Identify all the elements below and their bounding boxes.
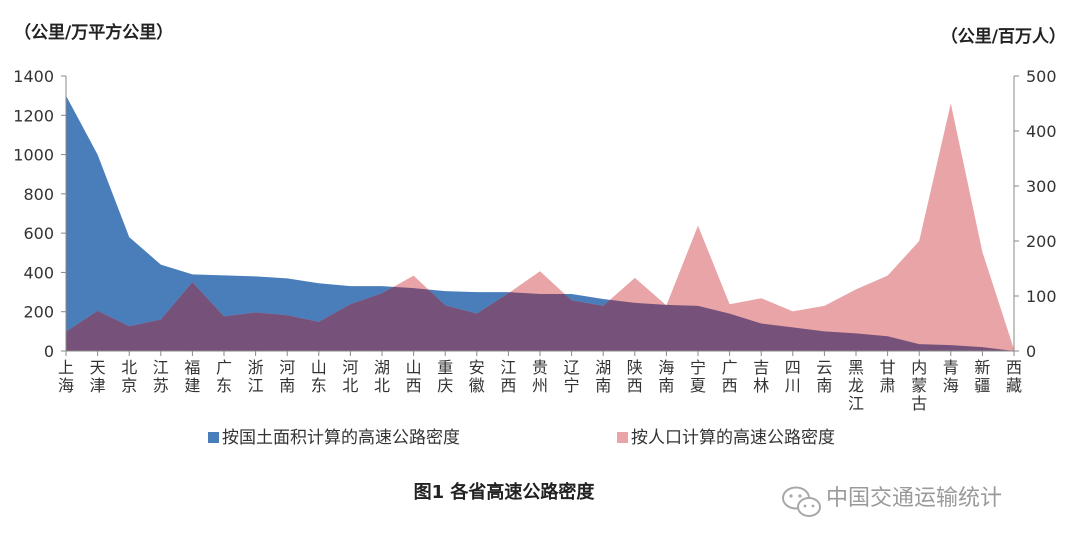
x-tick-label: 广东 <box>216 358 232 395</box>
x-tick-label: 上海 <box>58 358 74 395</box>
x-tick-label: 内蒙古 <box>911 358 927 413</box>
x-tick-label: 重庆 <box>437 358 453 395</box>
legend-swatch-population-density <box>617 432 628 443</box>
x-tick-label: 贵州 <box>532 358 548 395</box>
right-y-tick-label: 300 <box>1026 177 1057 196</box>
x-tick-label: 福建 <box>184 358 200 395</box>
right-axis-unit-label: （公里/百万人） <box>941 26 1066 47</box>
x-tick-label: 海南 <box>658 358 674 395</box>
right-y-tick-label: 100 <box>1026 287 1057 306</box>
x-tick-label: 河南 <box>279 358 295 395</box>
x-tick-label: 吉林 <box>753 358 769 395</box>
x-tick-label: 黑龙江 <box>848 358 864 413</box>
x-tick-label: 江西 <box>500 358 516 395</box>
right-y-tick-label: 400 <box>1026 122 1057 141</box>
series-area-density-area <box>66 95 1014 351</box>
x-tick-label: 湖南 <box>595 358 611 395</box>
left-y-tick-label: 0 <box>44 342 54 361</box>
x-tick-label: 青海 <box>943 358 959 395</box>
x-tick-label: 北京 <box>121 358 137 395</box>
left-y-tick-label: 1400 <box>13 67 54 86</box>
legend-swatch-area-density <box>208 432 219 443</box>
x-tick-label: 湖北 <box>374 358 390 395</box>
x-tick-label: 江苏 <box>153 358 169 395</box>
left-y-tick-label: 600 <box>23 224 54 243</box>
left-y-tick-label: 800 <box>23 185 54 204</box>
x-tick-label: 天津 <box>90 358 106 395</box>
left-y-tick-label: 400 <box>23 263 54 282</box>
x-tick-label: 四川 <box>785 358 801 395</box>
left-y-tick-label: 1200 <box>13 106 54 125</box>
x-tick-label: 安徽 <box>469 358 485 395</box>
x-tick-label: 广西 <box>722 358 738 395</box>
right-y-tick-label: 500 <box>1026 67 1057 86</box>
plot-area: 0 200 400 600 800 1000 1200 1400 0 100 200 300 400 50… <box>13 67 1056 413</box>
x-tick-label: 河北 <box>342 358 358 395</box>
right-y-tick-label: 0 <box>1026 342 1036 361</box>
x-tick-label: 辽宁 <box>564 358 580 395</box>
left-y-tick-label: 200 <box>23 303 54 322</box>
x-tick-label: 甘肃 <box>880 358 896 395</box>
right-y-tick-label: 200 <box>1026 232 1057 251</box>
left-y-tick-label: 1000 <box>13 146 54 165</box>
left-axis-unit-label: （公里/万平方公里） <box>14 22 173 43</box>
watermark-text: 中国交通运输统计 <box>826 486 1002 511</box>
x-tick-label: 云南 <box>816 358 832 395</box>
legend-label-population-density: 按人口计算的高速公路密度 <box>631 428 835 448</box>
x-tick-label: 浙江 <box>248 358 264 395</box>
x-tick-label: 宁夏 <box>690 358 706 395</box>
x-tick-label: 山西 <box>406 358 422 395</box>
x-tick-label: 山东 <box>311 358 327 395</box>
wechat-logo-icon <box>782 486 821 517</box>
figure-caption: 图1 各省高速公路密度 <box>414 481 596 503</box>
x-tick-label: 西藏 <box>1006 358 1022 395</box>
x-tick-label: 新疆 <box>974 358 990 395</box>
legend-label-area-density: 按国土面积计算的高速公路密度 <box>222 428 460 448</box>
x-tick-label: 陕西 <box>627 358 643 395</box>
